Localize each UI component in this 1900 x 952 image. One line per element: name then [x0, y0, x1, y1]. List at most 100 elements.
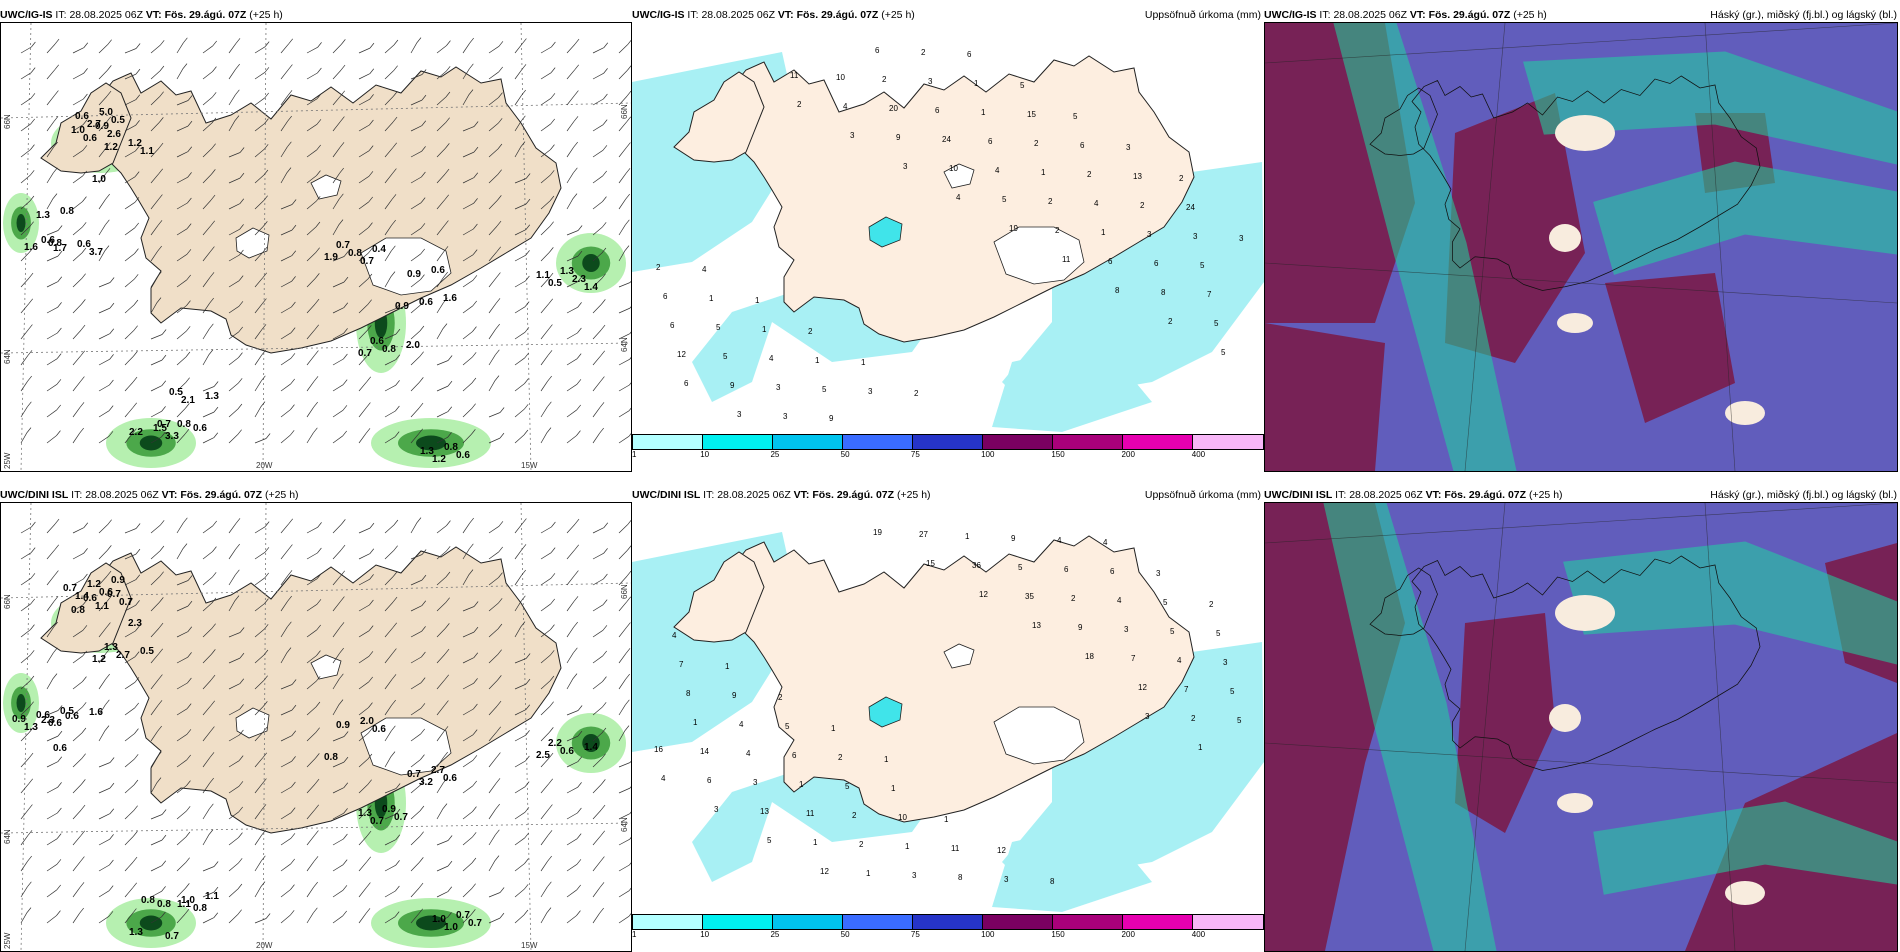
wind-barb	[514, 331, 526, 340]
wind-barb	[384, 839, 396, 846]
wind-barb	[124, 810, 134, 820]
panel-header: UWC/IG-IS IT: 28.08.2025 06Z VT: Fös. 29…	[632, 8, 1264, 22]
wind-barb	[202, 705, 211, 716]
wind-barb-flag	[161, 380, 167, 386]
wind-barb	[20, 380, 29, 392]
wind-barb-flag	[81, 273, 86, 279]
wind-barb	[488, 123, 499, 132]
wind-barb-flag	[338, 219, 344, 225]
wind-barb-flag	[447, 886, 453, 892]
wind-barb-flag	[261, 804, 267, 810]
wind-barb	[46, 43, 56, 54]
wind-barb-flag	[600, 856, 605, 862]
wind-barb	[150, 839, 163, 846]
wind-barb	[20, 577, 32, 586]
wind-barb-flag	[187, 172, 192, 178]
precip-total-value: 6	[670, 321, 675, 330]
wind-barb	[540, 732, 550, 742]
wind-barb-flag	[291, 301, 296, 308]
mid-cloud-area	[1445, 93, 1585, 363]
axis-label: 20W	[256, 461, 273, 470]
wind-barb	[98, 762, 111, 768]
wind-barb	[488, 412, 501, 418]
wind-barb-flag	[420, 274, 425, 280]
wind-barb-flag	[343, 302, 349, 308]
precip-total-value: 3	[1156, 569, 1161, 578]
wind-barb	[358, 604, 370, 612]
wind-barb	[306, 783, 316, 794]
precip-value: 1.0	[444, 922, 458, 933]
wind-barb-flag	[187, 95, 193, 101]
wind-barb	[254, 731, 264, 742]
wind-barb	[20, 46, 32, 54]
wind-barb-flag	[469, 543, 474, 550]
wind-barb	[488, 860, 496, 872]
wind-barb-flag	[576, 833, 582, 839]
wind-barb-flag	[418, 428, 423, 435]
wind-barb-flag	[28, 272, 34, 279]
wind-barb-flag	[288, 38, 293, 45]
wind-barb-flag	[443, 271, 448, 278]
wind-barb	[150, 653, 159, 664]
wind-barb	[176, 279, 187, 288]
precip-value: 0.6	[372, 724, 386, 735]
wind-barb-flag	[29, 247, 34, 253]
wind-barb	[592, 887, 601, 898]
precip-value: 0.8	[324, 752, 338, 763]
wind-barb	[124, 201, 136, 210]
precip-total-value: 1	[884, 755, 889, 764]
wind-barb-flag	[159, 91, 164, 97]
wind-barb	[488, 437, 501, 444]
wind-barb	[384, 276, 392, 288]
wind-barb-flag	[209, 272, 215, 278]
legend-tick-label: 400	[1191, 930, 1206, 939]
precip-total-value: 2	[1048, 197, 1053, 206]
wind-barb	[540, 783, 549, 794]
clear-sky-area	[1557, 313, 1593, 333]
wind-barb	[410, 554, 423, 560]
wind-barb-flag	[132, 402, 137, 409]
wind-barb-flag	[625, 699, 630, 706]
wind-barb-flag	[56, 404, 61, 411]
wind-barb	[488, 834, 496, 846]
wind-barb-flag	[261, 375, 266, 382]
precip-value: 0.8	[382, 344, 396, 355]
wind-barb	[202, 277, 211, 288]
wind-barb	[410, 579, 423, 586]
wind-barb	[254, 706, 264, 716]
wind-barb	[306, 603, 318, 612]
wind-barb	[280, 652, 288, 664]
precip-total-value: 5	[1200, 261, 1205, 270]
wind-barb-flag	[185, 351, 191, 358]
wind-barb	[436, 679, 445, 690]
wind-barb-flag	[603, 548, 608, 554]
precip-value: 0.9	[111, 575, 125, 586]
wind-barb-flag	[468, 569, 474, 575]
wind-barb-flag	[134, 702, 139, 709]
field-title: Uppsöfnuð úrkoma (mm)	[1144, 489, 1261, 501]
wind-barb-flag	[157, 220, 163, 226]
wind-barb-flag	[26, 907, 32, 913]
wind-barb	[488, 525, 500, 534]
wind-barb	[514, 280, 526, 288]
wind-barb	[20, 835, 29, 846]
wind-barb-flag	[212, 520, 217, 527]
precip-total-value: 1	[861, 358, 866, 367]
precip-value: 1.4	[584, 282, 598, 293]
wind-barb	[358, 681, 369, 690]
panel-accum-precip-dini: UWC/DINI ISL IT: 28.08.2025 06Z VT: Fös.…	[632, 488, 1264, 944]
wind-barb-flag	[238, 275, 244, 281]
wind-barb-flag	[395, 808, 401, 815]
wind-barb-flag	[338, 699, 344, 705]
wind-barb	[98, 435, 110, 444]
wind-barb-flag	[211, 572, 217, 578]
precip-value: 0.9	[382, 804, 396, 815]
wind-barb	[228, 43, 237, 54]
wind-barb	[202, 834, 210, 846]
wind-barb-flag	[52, 193, 58, 199]
wind-barb	[124, 887, 133, 898]
wind-barb	[358, 835, 368, 846]
wind-barb-flag	[54, 518, 60, 525]
wind-barb-flag	[239, 627, 245, 633]
wind-barb-flag	[551, 521, 556, 528]
